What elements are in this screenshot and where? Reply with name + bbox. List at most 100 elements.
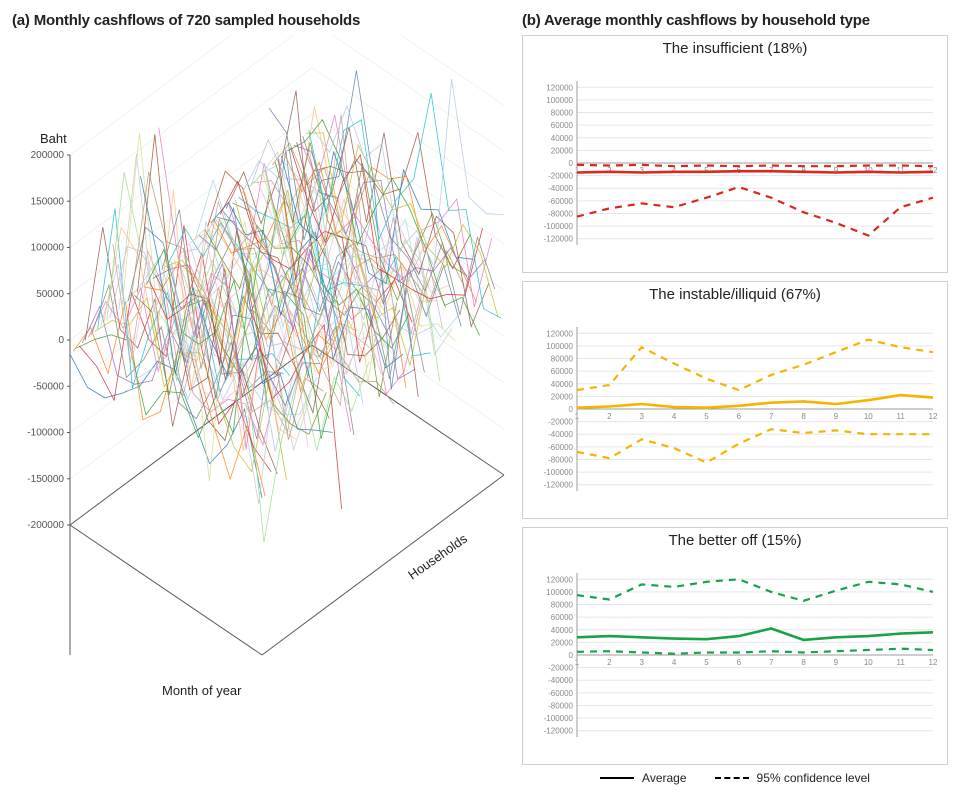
svg-text:-40000: -40000 (548, 676, 573, 685)
svg-text:-50000: -50000 (33, 381, 65, 392)
legend: Average 95% confidence level (522, 771, 948, 785)
legend-average: Average (600, 771, 686, 785)
svg-text:5: 5 (704, 658, 709, 667)
legend-ci-label: 95% confidence level (757, 771, 870, 785)
svg-text:0: 0 (569, 405, 574, 414)
svg-text:-80000: -80000 (548, 455, 573, 464)
svg-text:80000: 80000 (551, 109, 574, 118)
svg-text:12: 12 (929, 658, 938, 667)
svg-text:2: 2 (607, 658, 612, 667)
svg-text:0: 0 (569, 159, 574, 168)
svg-text:60000: 60000 (551, 367, 574, 376)
svg-text:Month of year: Month of year (162, 683, 242, 698)
small-chart-svg: -120000 -100000 -80000 -60000 -40000 -20000 0 2… (529, 59, 941, 261)
svg-text:0: 0 (58, 335, 64, 346)
svg-text:12: 12 (929, 166, 938, 175)
svg-text:-20000: -20000 (548, 418, 573, 427)
svg-text:-60000: -60000 (548, 443, 573, 452)
small-chart-title: The better off (15%) (529, 532, 941, 549)
panel-b-title: (b) Average monthly cashflows by househo… (522, 12, 948, 29)
svg-text:8: 8 (801, 658, 806, 667)
svg-text:-150000: -150000 (27, 474, 64, 485)
svg-text:-200000: -200000 (27, 520, 64, 531)
svg-text:7: 7 (769, 412, 774, 421)
svg-text:-60000: -60000 (548, 197, 573, 206)
chart-3d-svg: -200000 -150000 -100000 -50000 0 50000 100000 1… (12, 35, 512, 725)
svg-text:-100000: -100000 (27, 428, 64, 439)
svg-text:4: 4 (672, 658, 677, 667)
svg-text:-100000: -100000 (544, 714, 574, 723)
svg-text:-120000: -120000 (544, 235, 574, 244)
svg-text:12: 12 (929, 412, 938, 421)
svg-text:Households: Households (405, 531, 470, 583)
small-chart-title: The instable/illiquid (67%) (529, 286, 941, 303)
svg-text:6: 6 (737, 412, 742, 421)
svg-text:-100000: -100000 (544, 468, 574, 477)
svg-text:100000: 100000 (31, 243, 65, 254)
svg-text:-20000: -20000 (548, 172, 573, 181)
svg-text:120000: 120000 (546, 575, 573, 584)
svg-text:-100000: -100000 (544, 222, 574, 231)
svg-text:100000: 100000 (546, 96, 573, 105)
svg-text:100000: 100000 (546, 342, 573, 351)
small-chart-svg: -120000 -100000 -80000 -60000 -40000 -20000 0 2… (529, 305, 941, 507)
svg-text:100000: 100000 (546, 588, 573, 597)
svg-text:3: 3 (640, 658, 645, 667)
svg-text:11: 11 (896, 412, 905, 421)
chart-3d: -200000 -150000 -100000 -50000 0 50000 100000 1… (12, 35, 512, 725)
svg-text:-80000: -80000 (548, 209, 573, 218)
svg-text:11: 11 (896, 658, 905, 667)
svg-text:-60000: -60000 (548, 689, 573, 698)
svg-text:2: 2 (607, 412, 612, 421)
svg-text:3: 3 (640, 412, 645, 421)
svg-text:7: 7 (769, 658, 774, 667)
svg-text:80000: 80000 (551, 355, 574, 364)
svg-text:9: 9 (834, 412, 839, 421)
svg-text:5: 5 (704, 412, 709, 421)
svg-text:4: 4 (672, 412, 677, 421)
svg-text:8: 8 (801, 412, 806, 421)
legend-dashed-line-icon (715, 777, 749, 779)
small-chart-0: The insufficient (18%) -120000 -100000 -800… (522, 35, 948, 273)
legend-average-label: Average (642, 771, 686, 785)
svg-text:-120000: -120000 (544, 481, 574, 490)
svg-text:4: 4 (672, 166, 677, 175)
svg-text:120000: 120000 (546, 83, 573, 92)
svg-text:6: 6 (737, 658, 742, 667)
svg-text:200000: 200000 (31, 150, 65, 161)
svg-text:40000: 40000 (551, 626, 574, 635)
svg-text:9: 9 (834, 658, 839, 667)
svg-text:-80000: -80000 (548, 701, 573, 710)
panel-b: (b) Average monthly cashflows by househo… (522, 12, 948, 785)
small-charts-column: The insufficient (18%) -120000 -100000 -800… (522, 35, 948, 765)
small-chart-svg: -120000 -100000 -80000 -60000 -40000 -20000 0 2… (529, 551, 941, 753)
legend-solid-line-icon (600, 777, 634, 779)
svg-text:40000: 40000 (551, 380, 574, 389)
svg-text:-120000: -120000 (544, 727, 574, 736)
svg-text:60000: 60000 (551, 121, 574, 130)
small-chart-title: The insufficient (18%) (529, 40, 941, 57)
panel-a: (a) Monthly cashflows of 720 sampled hou… (12, 12, 512, 785)
svg-text:80000: 80000 (551, 601, 574, 610)
svg-text:10: 10 (864, 412, 873, 421)
small-chart-2: The better off (15%) -120000 -100000 -80000… (522, 527, 948, 765)
small-chart-1: The instable/illiquid (67%) -120000 -10000… (522, 281, 948, 519)
svg-text:20000: 20000 (551, 392, 574, 401)
svg-text:0: 0 (569, 651, 574, 660)
svg-text:Baht: Baht (40, 131, 67, 146)
svg-text:20000: 20000 (551, 146, 574, 155)
svg-text:10: 10 (864, 166, 873, 175)
svg-text:60000: 60000 (551, 613, 574, 622)
svg-text:50000: 50000 (36, 289, 64, 300)
svg-text:2: 2 (607, 166, 612, 175)
legend-ci: 95% confidence level (715, 771, 870, 785)
svg-text:-40000: -40000 (548, 430, 573, 439)
svg-text:120000: 120000 (546, 329, 573, 338)
svg-text:10: 10 (864, 658, 873, 667)
svg-text:-20000: -20000 (548, 664, 573, 673)
svg-text:150000: 150000 (31, 196, 65, 207)
svg-text:20000: 20000 (551, 638, 574, 647)
svg-text:-40000: -40000 (548, 184, 573, 193)
svg-text:40000: 40000 (551, 134, 574, 143)
panel-a-title: (a) Monthly cashflows of 720 sampled hou… (12, 12, 512, 29)
